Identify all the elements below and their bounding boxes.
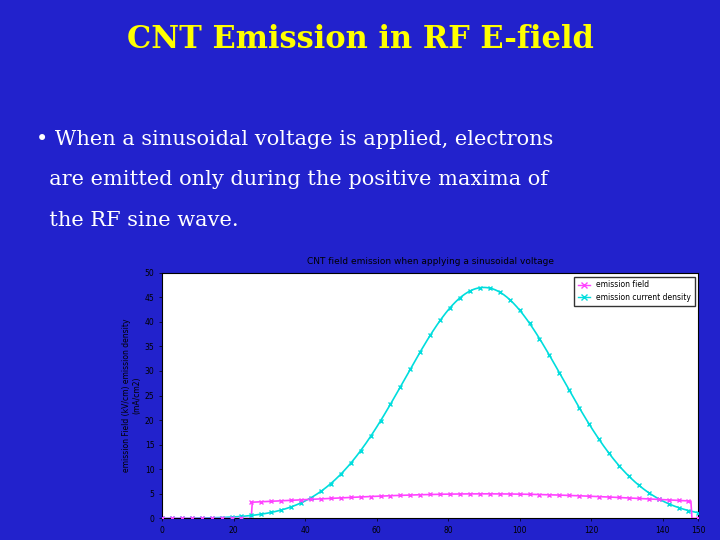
Y-axis label: emission Field (kV/cm) emission density
(mA/cm2): emission Field (kV/cm) emission density … bbox=[122, 319, 142, 472]
Text: the RF sine wave.: the RF sine wave. bbox=[36, 211, 238, 229]
Text: • When a sinusoidal voltage is applied, electrons: • When a sinusoidal voltage is applied, … bbox=[36, 130, 554, 148]
Title: CNT field emission when applying a sinusoidal voltage: CNT field emission when applying a sinus… bbox=[307, 258, 554, 266]
Legend: emission field, emission current density: emission field, emission current density bbox=[575, 276, 695, 306]
Text: CNT Emission in RF E-field: CNT Emission in RF E-field bbox=[127, 24, 593, 55]
Text: are emitted only during the positive maxima of: are emitted only during the positive max… bbox=[36, 170, 548, 189]
